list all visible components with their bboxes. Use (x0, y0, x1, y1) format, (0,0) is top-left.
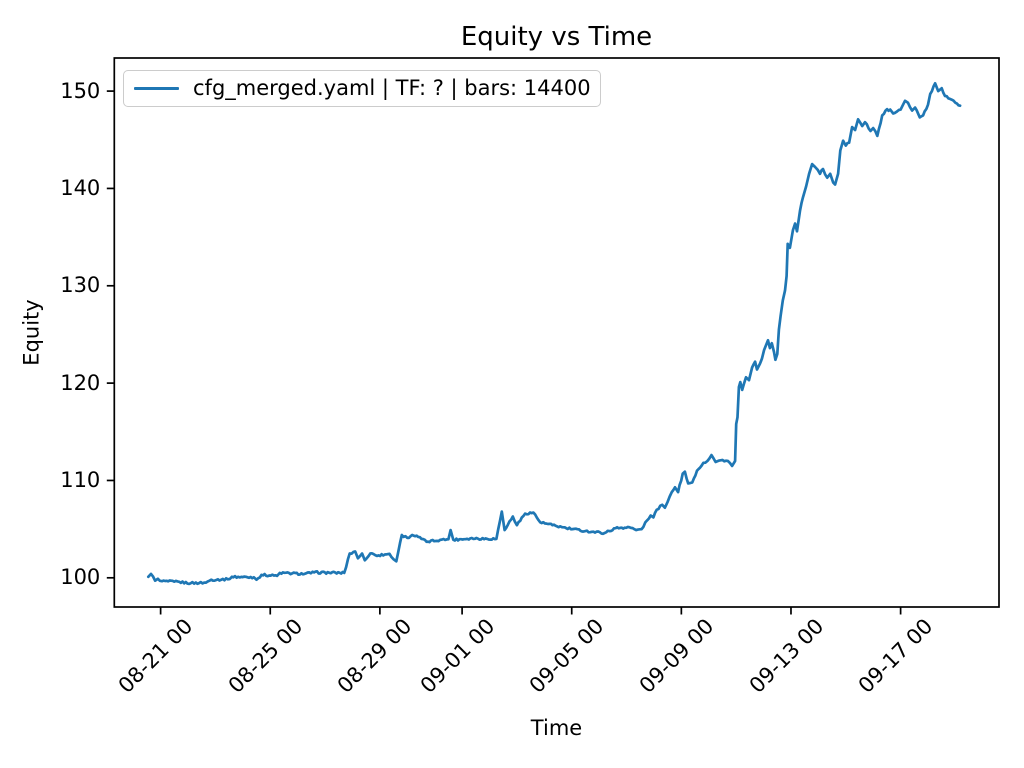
y-tick-label: 130 (60, 273, 101, 298)
x-axis-label: Time (530, 716, 583, 740)
legend-line-sample-icon (134, 86, 179, 91)
y-tick-label: 120 (60, 370, 101, 395)
y-tick-label: 150 (60, 78, 101, 103)
y-tick-label: 140 (60, 175, 101, 200)
equity-line (146, 81, 962, 586)
legend: cfg_merged.yaml | TF: ? | bars: 14400 (123, 70, 601, 107)
plot-border (113, 57, 1000, 608)
y-tick-label: 100 (60, 565, 101, 590)
chart-title: Equity vs Time (460, 22, 653, 52)
legend-label: cfg_merged.yaml | TF: ? | bars: 14400 (193, 76, 591, 100)
y-tick-label: 110 (60, 467, 101, 492)
